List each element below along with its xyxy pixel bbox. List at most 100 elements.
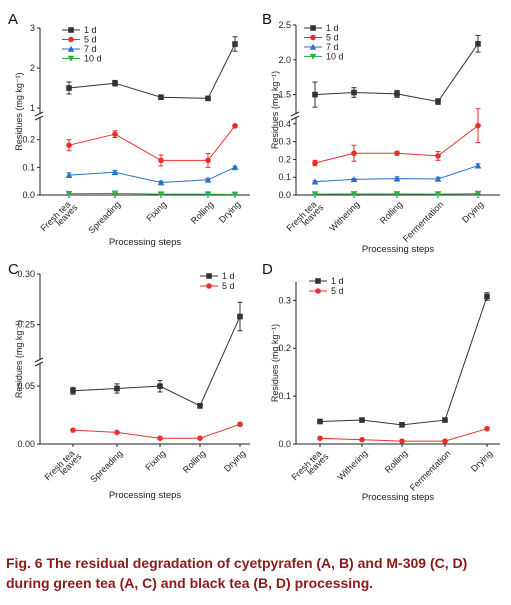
data-point <box>474 162 482 169</box>
legend-label: 1 d <box>326 23 339 33</box>
data-point <box>475 40 481 47</box>
data-point <box>317 418 323 425</box>
y-axis-title: Residues (mg kg⁻¹) <box>270 71 280 149</box>
x-axis-title: Processing steps <box>109 237 182 248</box>
data-point <box>351 150 357 157</box>
x-tick-label: Rolling <box>181 448 208 475</box>
y-tick-label: 0.00 <box>17 439 35 449</box>
y-tick-label: 0.0 <box>278 439 291 449</box>
x-tick-label: Drying <box>469 448 494 473</box>
x-tick-label: Withering <box>327 199 361 233</box>
data-point <box>311 191 319 198</box>
series-1d <box>317 292 490 428</box>
panel-letter: C <box>8 261 19 278</box>
data-point <box>232 123 238 129</box>
data-point <box>231 191 239 198</box>
data-point <box>309 43 317 50</box>
legend-label: 1 d <box>331 276 344 286</box>
y-tick-label: 0.2 <box>22 135 35 145</box>
x-axis-title: Processing steps <box>362 244 435 255</box>
data-point <box>474 190 482 197</box>
x-axis-title: Processing steps <box>109 490 182 501</box>
data-point <box>312 91 318 98</box>
series-5d <box>66 123 238 168</box>
data-point <box>442 417 448 423</box>
data-point <box>114 429 120 436</box>
data-point <box>157 435 163 442</box>
legend: 1 d5 d <box>309 276 344 296</box>
x-tick-label: Spreading <box>88 448 124 484</box>
data-point <box>442 438 448 444</box>
legend-label: 5 d <box>222 281 235 291</box>
data-point <box>66 85 72 91</box>
legend-label: 10 d <box>326 52 344 62</box>
data-point <box>157 179 165 186</box>
series-7d <box>65 164 239 186</box>
data-point <box>157 191 165 198</box>
y-tick-label: 1 <box>30 103 35 113</box>
data-point <box>157 383 163 389</box>
y-tick-label: 0.30 <box>17 269 35 279</box>
legend: 1 d5 d7 d10 d <box>304 23 344 62</box>
data-point <box>434 175 442 182</box>
axis-break-mark <box>34 357 44 363</box>
data-point <box>205 157 211 164</box>
legend: 1 d5 d <box>200 271 235 291</box>
y-tick-label: 0.1 <box>278 391 291 401</box>
x-tick-label: Fermentation <box>401 199 446 244</box>
y-tick-label: 0.3 <box>278 295 291 305</box>
data-point <box>112 131 118 137</box>
data-point <box>484 293 490 300</box>
legend-label: 5 d <box>331 286 344 296</box>
data-point <box>232 41 238 47</box>
axis-break-mark <box>34 115 44 121</box>
x-tick-label: Fixing <box>144 199 168 223</box>
data-point <box>70 387 76 394</box>
data-point <box>359 436 365 443</box>
axis-break-mark <box>34 361 44 367</box>
axis-break-gap <box>292 113 300 118</box>
y-tick-label: 2.5 <box>278 20 291 30</box>
y-tick-label: 0.2 <box>278 343 291 353</box>
data-point <box>484 425 490 432</box>
data-point <box>205 95 211 102</box>
legend-label: 7 d <box>84 44 97 54</box>
legend-label: 7 d <box>326 42 339 52</box>
data-point <box>197 435 203 442</box>
data-point <box>435 153 441 159</box>
y-axis-title: Residues (mg kg⁻¹) <box>270 324 280 402</box>
data-point <box>315 278 321 284</box>
data-point <box>310 25 316 31</box>
series-1d <box>70 301 243 409</box>
series-1d <box>66 36 238 102</box>
x-tick-label: Fermentation <box>408 448 453 493</box>
data-point <box>111 190 119 197</box>
data-point <box>310 34 316 41</box>
y-tick-label: 0.4 <box>278 119 291 129</box>
series-10d <box>65 190 239 198</box>
series-line <box>72 423 241 439</box>
axis-break-mark <box>290 111 300 117</box>
data-point <box>475 122 481 129</box>
panel-letter: A <box>8 11 18 28</box>
data-point <box>237 421 243 428</box>
data-point <box>67 45 75 52</box>
data-point <box>312 160 318 166</box>
data-point <box>231 164 239 171</box>
y-axis-title: Residues (mg kg⁻¹) <box>14 72 24 150</box>
data-point <box>350 176 358 183</box>
series-10d <box>311 190 482 198</box>
data-point <box>237 313 243 320</box>
data-point <box>311 178 319 185</box>
legend-label: 5 d <box>84 35 97 45</box>
x-tick-label: Spreading <box>86 199 122 235</box>
data-point <box>112 80 118 86</box>
y-tick-label: 0.2 <box>278 154 291 164</box>
x-tick-label: Drying <box>460 199 485 224</box>
legend-label: 10 d <box>84 54 102 64</box>
data-point <box>65 171 73 178</box>
